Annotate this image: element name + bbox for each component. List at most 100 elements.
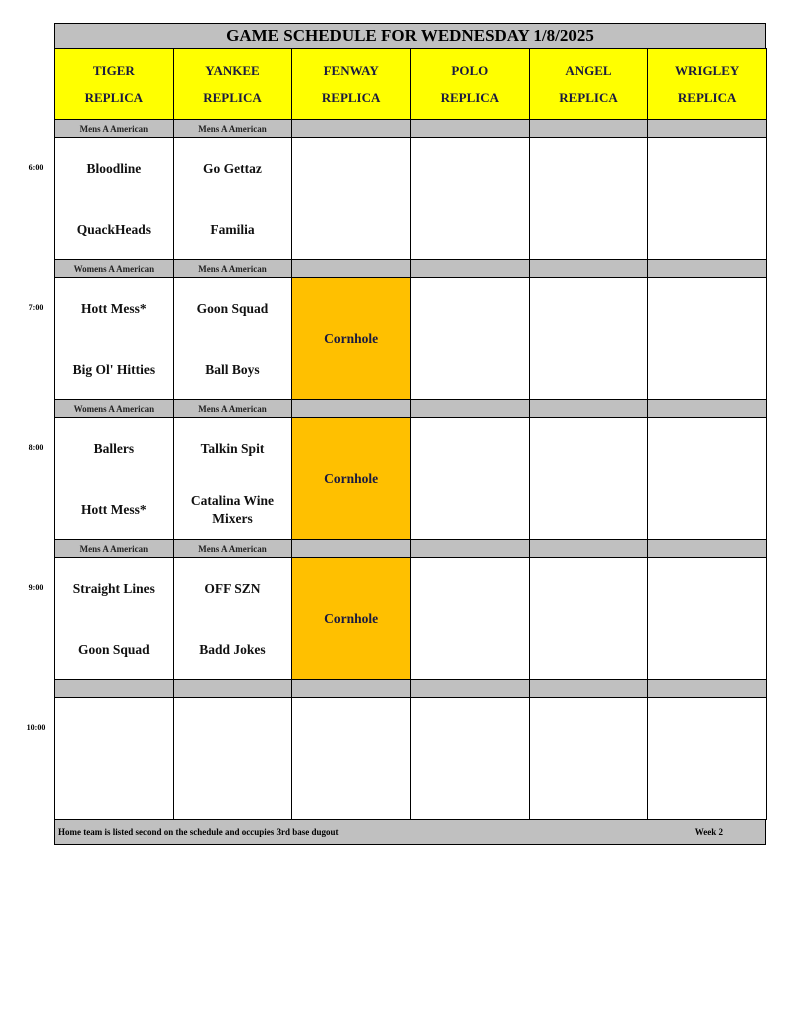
division-label	[528, 259, 649, 278]
game-cell	[647, 137, 767, 260]
game-cell	[528, 417, 649, 540]
home-team: Badd Jokes	[199, 642, 266, 657]
footer-note: Home team is listed second on the schedu…	[58, 827, 339, 837]
field-sub: REPLICA	[677, 90, 737, 105]
division-label: Mens A American	[54, 119, 174, 138]
game-cell	[54, 697, 174, 820]
division-label	[528, 119, 649, 138]
game-cell	[528, 557, 649, 680]
time-label: 10:00	[26, 723, 46, 732]
game-cell	[410, 277, 530, 400]
away-team: Straight Lines	[72, 581, 155, 596]
event-cell: Cornhole	[291, 277, 411, 400]
field-sub: REPLICA	[440, 90, 500, 105]
division-label	[410, 679, 530, 698]
away-team: Talkin Spit	[200, 441, 265, 456]
division-label	[528, 399, 649, 418]
division-label: Womens A American	[54, 259, 174, 278]
away-team: Goon Squad	[196, 301, 269, 316]
game-cell	[291, 137, 411, 260]
division-label	[410, 259, 530, 278]
division-label	[410, 119, 530, 138]
division-label	[172, 679, 293, 698]
game-cell	[647, 417, 767, 540]
game-cell	[647, 277, 767, 400]
game-cell	[291, 697, 411, 820]
game-cell	[647, 697, 767, 820]
game-cell: Go Gettaz Familia	[172, 137, 293, 260]
away-team: OFF SZN	[204, 581, 261, 596]
event-label: Cornhole	[324, 330, 379, 346]
field-header: TIGER REPLICA	[54, 48, 174, 120]
field-name: ANGEL	[565, 63, 612, 78]
field-name: WRIGLEY	[675, 63, 740, 78]
game-cell	[647, 557, 767, 680]
game-cell: Ballers Hott Mess*	[54, 417, 174, 540]
game-cell: OFF SZN Badd Jokes	[172, 557, 293, 680]
field-sub: REPLICA	[84, 90, 144, 105]
division-label	[647, 119, 767, 138]
game-cell	[410, 557, 530, 680]
event-cell: Cornhole	[291, 557, 411, 680]
field-sub: REPLICA	[203, 90, 262, 105]
field-header: ANGEL REPLICA	[528, 48, 649, 120]
footer: Home team is listed second on the schedu…	[54, 819, 766, 845]
event-label: Cornhole	[324, 610, 379, 626]
division-label	[410, 399, 530, 418]
division-label	[54, 679, 174, 698]
week-label: Week 2	[694, 827, 723, 837]
game-cell	[528, 277, 649, 400]
field-name: TIGER	[92, 63, 135, 78]
time-label: 7:00	[28, 303, 44, 312]
away-team: Go Gettaz	[203, 161, 262, 176]
event-label: Cornhole	[324, 470, 379, 486]
division-label: Mens A American	[172, 259, 293, 278]
game-cell	[410, 697, 530, 820]
time-label: 8:00	[28, 443, 44, 452]
away-team: Hott Mess*	[81, 301, 147, 316]
division-label	[291, 119, 411, 138]
division-label	[528, 539, 649, 558]
division-label	[410, 539, 530, 558]
division-label	[647, 259, 767, 278]
field-name: YANKEE	[205, 63, 260, 78]
division-label: Mens A American	[172, 399, 293, 418]
division-label	[647, 399, 767, 418]
game-cell: Straight Lines Goon Squad	[54, 557, 174, 680]
event-cell: Cornhole	[291, 417, 411, 540]
away-team: Bloodline	[86, 161, 142, 176]
field-header: YANKEE REPLICA	[172, 48, 293, 120]
game-cell: Bloodline QuackHeads	[54, 137, 174, 260]
home-team: QuackHeads	[76, 222, 151, 237]
division-label	[291, 679, 411, 698]
home-team: Hott Mess*	[81, 502, 147, 517]
game-cell: Hott Mess* Big Ol' Hitties	[54, 277, 174, 400]
field-name: POLO	[451, 63, 489, 78]
time-label: 9:00	[28, 583, 44, 592]
home-team: Ball Boys	[205, 362, 260, 377]
field-sub: REPLICA	[321, 90, 381, 105]
home-team: Goon Squad	[77, 642, 150, 657]
away-team: Ballers	[93, 441, 135, 456]
division-label: Womens A American	[54, 399, 174, 418]
division-label	[291, 399, 411, 418]
game-cell	[528, 697, 649, 820]
game-cell	[172, 697, 293, 820]
field-header: FENWAY REPLICA	[291, 48, 411, 120]
game-cell	[528, 137, 649, 260]
home-team: Big Ol' Hitties	[72, 362, 156, 377]
time-label: 6:00	[28, 163, 44, 172]
division-label	[647, 539, 767, 558]
page-title: GAME SCHEDULE FOR WEDNESDAY 1/8/2025	[54, 23, 766, 49]
game-cell: Goon Squad Ball Boys	[172, 277, 293, 400]
field-header: WRIGLEY REPLICA	[647, 48, 767, 120]
field-sub: REPLICA	[559, 90, 618, 105]
division-label: Mens A American	[172, 119, 293, 138]
division-label	[291, 259, 411, 278]
home-team: Catalina Wine Mixers	[190, 493, 275, 526]
game-cell	[410, 137, 530, 260]
division-label	[291, 539, 411, 558]
field-name: FENWAY	[323, 63, 379, 78]
field-header: POLO REPLICA	[410, 48, 530, 120]
home-team: Familia	[210, 222, 255, 237]
